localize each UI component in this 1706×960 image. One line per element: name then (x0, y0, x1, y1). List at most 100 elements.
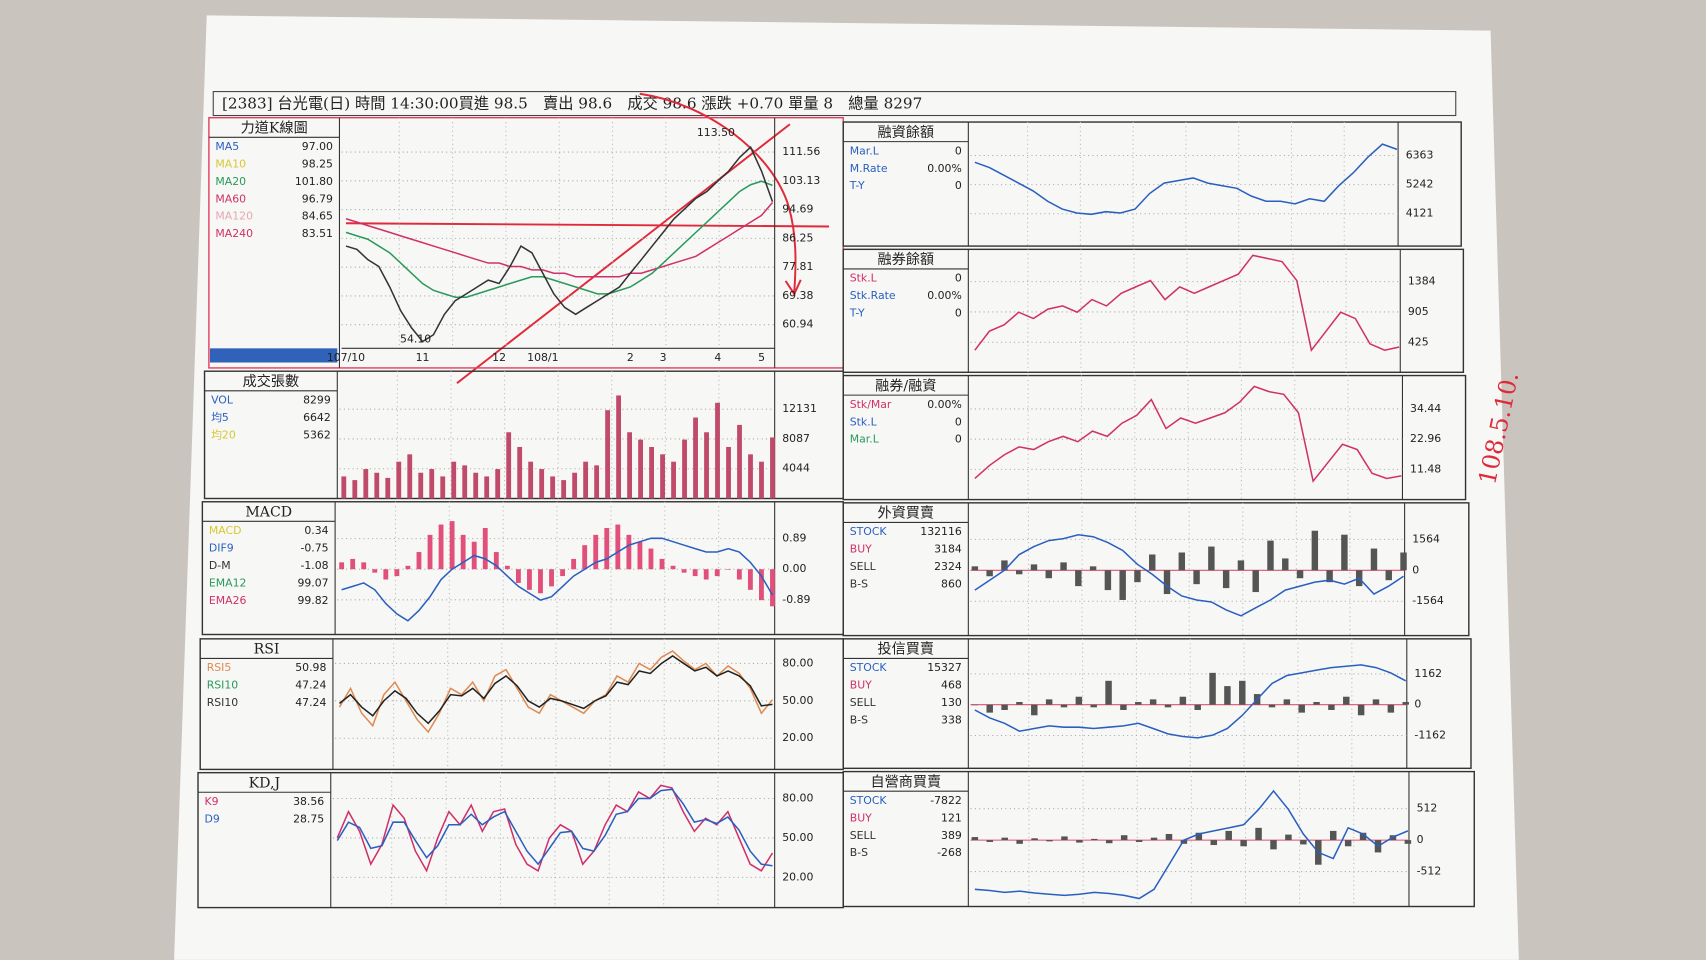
bar (648, 548, 654, 570)
y-tick-label: 512 (1417, 802, 1438, 815)
y-tick-label: 4121 (1406, 207, 1434, 220)
bar (714, 569, 720, 577)
legend-value: 6642 (303, 411, 331, 424)
legend-value: 47.24 (295, 679, 326, 692)
legend-name: Mar.L (850, 433, 879, 446)
bar (1357, 704, 1365, 716)
bar (350, 558, 356, 570)
legend-value: 47.24 (295, 696, 326, 709)
legend-name: STOCK (850, 794, 888, 807)
legend-name: K9 (205, 795, 219, 808)
legend-value: 468 (941, 679, 962, 692)
bar (539, 469, 545, 499)
line (974, 385, 1402, 483)
panel-frame (842, 374, 1467, 501)
bar (515, 569, 521, 583)
legend-name: MA60 (215, 192, 246, 205)
y-tick-label: 50.00 (782, 694, 813, 707)
bar (627, 432, 633, 499)
annotation: 113.50 (697, 126, 735, 139)
legend-name: MA120 (215, 210, 253, 223)
panel-title: 融券/融資 (875, 378, 936, 394)
bar (1225, 830, 1232, 841)
legend-value: 338 (941, 713, 962, 726)
bar (1031, 838, 1038, 841)
bar (1222, 570, 1230, 589)
y-tick-label: 86.25 (782, 231, 813, 244)
bar (1001, 837, 1008, 841)
bar (1267, 540, 1274, 571)
legend-value: 0.34 (304, 524, 328, 537)
panel-title: RSI (254, 642, 280, 658)
y-tick-label: 1384 (1408, 275, 1436, 288)
bar (572, 472, 578, 499)
bar (1385, 570, 1392, 581)
bar (670, 565, 676, 570)
legend-value: 96.79 (302, 192, 333, 205)
hand-drawing (345, 92, 830, 384)
bar (605, 410, 611, 499)
bar (1282, 558, 1289, 571)
bar (725, 569, 731, 570)
x-tick-label: 108/1 (527, 351, 558, 364)
legend-value: 8299 (303, 394, 331, 407)
legend-name: Stk.L (850, 272, 877, 285)
y-tick-label: 0 (1417, 833, 1424, 846)
bar (341, 476, 347, 499)
bar (737, 424, 742, 499)
bar (637, 541, 643, 570)
legend-value: 132116 (920, 525, 962, 538)
bar (1178, 552, 1186, 571)
panel-frame (842, 770, 1475, 908)
bar (660, 454, 665, 499)
line (336, 788, 773, 867)
bar (1326, 570, 1333, 583)
bar (339, 562, 345, 570)
legend-value: 28.75 (293, 812, 324, 825)
bar (1252, 570, 1259, 593)
y-tick-label: 4044 (782, 462, 810, 475)
bar (682, 439, 687, 499)
bar (1270, 840, 1277, 850)
bar (560, 569, 566, 577)
panel-frame (842, 638, 1472, 770)
bar (1239, 680, 1246, 705)
legend-name: T-Y (849, 179, 865, 192)
bar (1296, 570, 1304, 579)
bar (1060, 704, 1068, 708)
bar (396, 461, 402, 499)
bar (726, 446, 731, 499)
bar (1150, 837, 1158, 841)
legend-value: 0.00% (927, 162, 962, 175)
y-tick-label: 94.69 (782, 203, 813, 216)
y-tick-label: 77.81 (782, 260, 813, 273)
bar (1329, 830, 1337, 841)
y-tick-label: -512 (1417, 865, 1442, 878)
y-tick-label: 12131 (782, 402, 817, 415)
bar (582, 545, 588, 570)
bar (1208, 546, 1215, 571)
bar (986, 570, 993, 577)
bar (1046, 840, 1053, 842)
line (345, 145, 774, 343)
bar (460, 534, 466, 570)
bar (1135, 840, 1143, 842)
bar (528, 461, 534, 499)
legend-name: BUY (850, 679, 872, 692)
bar (583, 461, 589, 499)
legend-name: BUY (850, 543, 872, 556)
legend-name: DIF9 (209, 542, 234, 555)
legend-value: 0 (955, 179, 962, 192)
bar (1179, 696, 1187, 705)
line (974, 533, 1404, 617)
bar (1313, 702, 1320, 705)
legend-name: RSI10 (207, 679, 239, 692)
status-bar (209, 348, 338, 363)
y-tick-label: 111.56 (782, 145, 820, 158)
bar (449, 521, 455, 570)
panel-frame (842, 502, 1470, 637)
y-tick-label: -0.89 (782, 593, 810, 606)
bar (484, 476, 490, 499)
legend-value: 38.56 (293, 795, 324, 808)
